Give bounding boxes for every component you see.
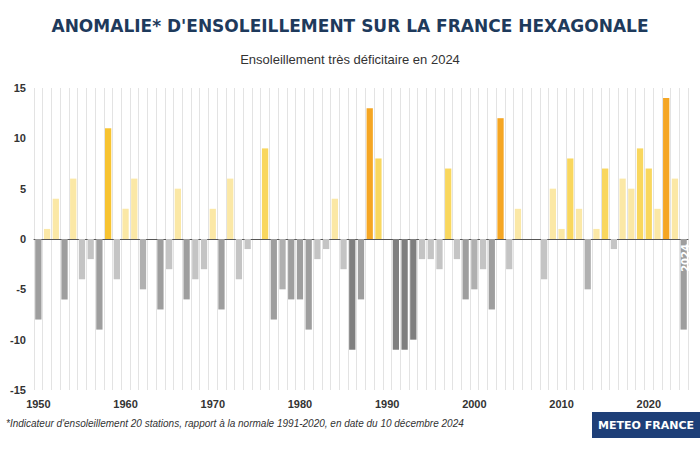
svg-text:0: 0 bbox=[20, 233, 26, 245]
svg-text:1960: 1960 bbox=[113, 398, 137, 410]
svg-text:ANOMALIE* D'ENSOLEILLEMENT SUR: ANOMALIE* D'ENSOLEILLEMENT SUR LA FRANCE… bbox=[51, 16, 648, 36]
svg-text:2010: 2010 bbox=[549, 398, 573, 410]
svg-text:1970: 1970 bbox=[201, 398, 225, 410]
svg-text:1980: 1980 bbox=[288, 398, 312, 410]
svg-text:5: 5 bbox=[20, 183, 26, 195]
svg-text:15: 15 bbox=[14, 82, 26, 94]
svg-text:-5: -5 bbox=[16, 283, 26, 295]
svg-text:-15: -15 bbox=[10, 384, 26, 396]
svg-text:10: 10 bbox=[14, 132, 26, 144]
svg-text:2024: 2024 bbox=[680, 244, 691, 272]
svg-text:1990: 1990 bbox=[375, 398, 399, 410]
svg-text:Ensoleillement très déficitair: Ensoleillement très déficitaire en 2024 bbox=[240, 52, 460, 67]
svg-text:1950: 1950 bbox=[26, 398, 50, 410]
svg-text:METEO FRANCE: METEO FRANCE bbox=[598, 419, 694, 432]
svg-text:2000: 2000 bbox=[462, 398, 486, 410]
svg-text:-10: -10 bbox=[10, 334, 26, 346]
svg-text:2020: 2020 bbox=[637, 398, 661, 410]
svg-text:*Indicateur d'ensoleillement 2: *Indicateur d'ensoleillement 20 stations… bbox=[6, 418, 464, 429]
